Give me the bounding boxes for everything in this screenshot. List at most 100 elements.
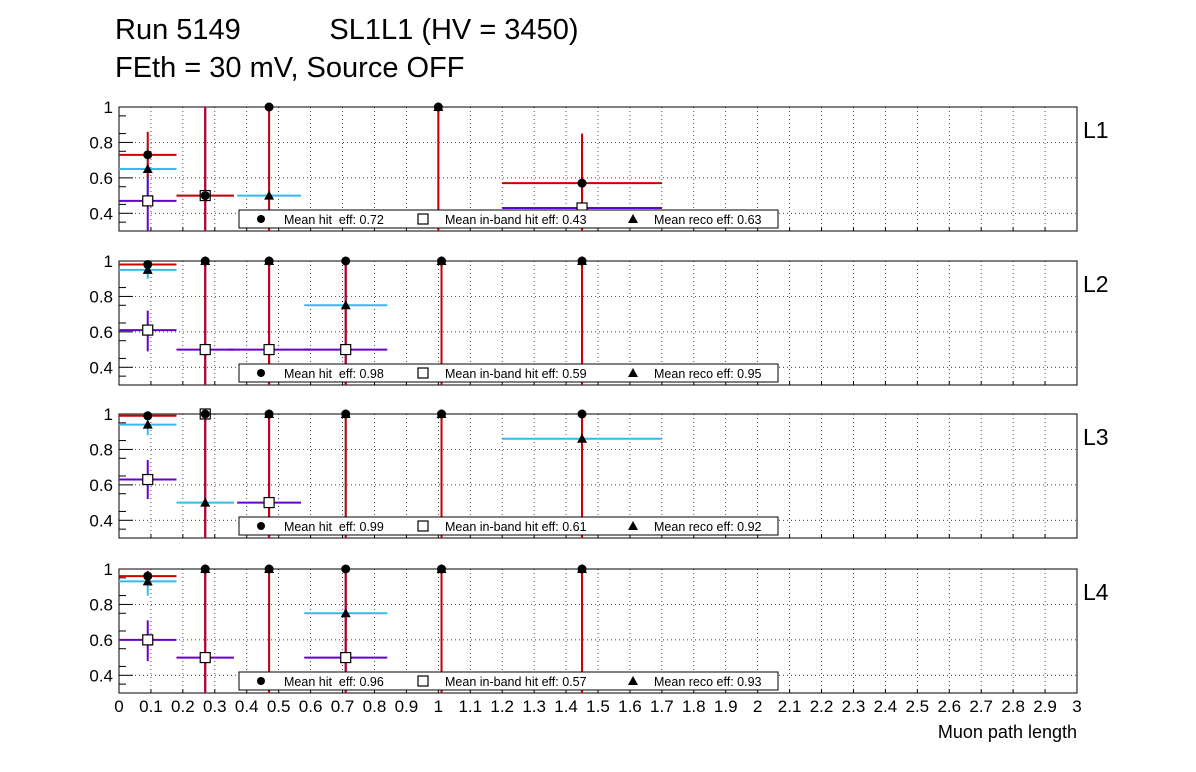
inband-eff-point — [142, 324, 154, 336]
hit-eff-point — [143, 571, 153, 581]
x-tick-label: 0.4 — [235, 697, 259, 716]
x-tick-label: 0.1 — [139, 697, 163, 716]
y-tick-label: 1 — [104, 252, 113, 271]
inband-eff-point — [340, 651, 352, 664]
legend-reco-marker — [628, 521, 638, 530]
legend-hit-label: Mean hit eff: 0.99 — [284, 520, 384, 534]
legend-inband-label: Mean in-band hit eff: 0.57 — [445, 675, 587, 689]
x-tick-label: 1 — [434, 697, 443, 716]
reco-eff-point — [340, 300, 351, 310]
x-tick-label: 0.6 — [299, 697, 323, 716]
hit-eff-point — [264, 409, 274, 419]
y-tick-label: 0.4 — [89, 358, 113, 377]
x-tick-label: 2.3 — [842, 697, 866, 716]
reco-eff-point — [340, 608, 351, 618]
y-tick-label: 0.6 — [89, 631, 113, 650]
legend-reco-marker — [628, 676, 638, 685]
panel-label: L2 — [1083, 271, 1109, 297]
hit-eff-point — [200, 564, 210, 574]
y-tick-label: 0.8 — [89, 133, 113, 152]
panel-label: L4 — [1083, 579, 1109, 605]
x-tick-label: 0.9 — [395, 697, 419, 716]
x-tick-label: 2.9 — [1033, 697, 1057, 716]
legend-hit-marker — [257, 677, 265, 685]
x-tick-label: 2.8 — [1001, 697, 1025, 716]
hit-eff-point — [264, 256, 274, 266]
hit-eff-point — [264, 102, 274, 112]
legend-inband-marker — [417, 367, 429, 379]
chart-title-run: Run 5149 SL1L1 (HV = 3450) — [115, 14, 579, 46]
inband-eff-point — [263, 496, 275, 509]
hit-eff-point — [264, 564, 274, 574]
x-tick-label: 2.2 — [810, 697, 834, 716]
legend-hit-marker — [257, 215, 265, 223]
inband-eff-point — [263, 343, 275, 356]
panel-label: L1 — [1083, 117, 1109, 143]
hit-eff-point — [143, 411, 153, 421]
hit-eff-point — [143, 150, 153, 160]
legend-inband-marker — [417, 520, 429, 532]
x-tick-label: 1.2 — [490, 697, 514, 716]
x-tick-label: 0.8 — [363, 697, 387, 716]
legend-inband-label: Mean in-band hit eff: 0.43 — [445, 213, 587, 227]
panel-l1: 0.4 0.6 0.8 1 L1 Mean hit eff: 0.72 Mean in-ba… — [89, 98, 1109, 232]
reco-eff-point — [264, 190, 275, 200]
inband-eff-point — [142, 195, 154, 207]
x-tick-label: 0.3 — [203, 697, 227, 716]
hit-eff-point — [200, 256, 210, 266]
y-tick-label: 0.6 — [89, 169, 113, 188]
x-tick-label: 2.1 — [778, 697, 802, 716]
legend-box — [238, 363, 779, 383]
inband-eff-point — [142, 634, 154, 646]
hit-eff-point — [437, 564, 447, 574]
x-axis-label: Muon path length — [938, 722, 1077, 742]
x-tick-label: 0.5 — [267, 697, 291, 716]
legend-reco-label: Mean reco eff: 0.95 — [654, 367, 762, 381]
chart-title-settings: FEth = 30 mV, Source OFF — [115, 52, 465, 84]
legend-reco-marker — [628, 214, 638, 223]
inband-eff-point — [199, 651, 211, 664]
y-tick-label: 0.8 — [89, 287, 113, 306]
y-tick-label: 0.4 — [89, 666, 113, 685]
legend-inband-label: Mean in-band hit eff: 0.59 — [445, 367, 587, 381]
y-tick-label: 0.4 — [89, 204, 113, 223]
inband-eff-point — [340, 343, 352, 356]
x-tick-label: 1.1 — [458, 697, 482, 716]
legend-box — [238, 516, 779, 536]
y-tick-label: 0.4 — [89, 511, 113, 530]
legend-inband-marker — [417, 213, 429, 225]
hit-eff-point — [577, 256, 587, 266]
x-tick-label: 1.7 — [650, 697, 674, 716]
legend-reco-label: Mean reco eff: 0.63 — [654, 213, 762, 227]
x-tick-label: 1.4 — [554, 697, 578, 716]
hit-eff-point — [437, 256, 447, 266]
inband-eff-point — [199, 343, 211, 356]
x-tick-label: 2.5 — [906, 697, 930, 716]
x-tick-label: 1.8 — [682, 697, 706, 716]
reco-eff-point — [142, 164, 153, 173]
hit-eff-point — [577, 564, 587, 574]
hit-eff-point — [433, 102, 443, 112]
x-tick-label: 0.2 — [171, 697, 195, 716]
legend-reco-marker — [628, 368, 638, 377]
y-tick-label: 0.6 — [89, 323, 113, 342]
hit-eff-point — [577, 409, 587, 419]
y-tick-label: 1 — [104, 405, 113, 424]
inband-eff-point — [142, 473, 154, 486]
x-tick-label: 1.6 — [618, 697, 642, 716]
legend-inband-marker — [417, 675, 429, 687]
hit-eff-point — [200, 409, 210, 419]
y-tick-label: 1 — [104, 98, 113, 117]
x-tick-label: 2.4 — [874, 697, 898, 716]
x-tick-label: 0.7 — [331, 697, 355, 716]
legend-hit-marker — [257, 522, 265, 530]
x-tick-label: 2.6 — [937, 697, 961, 716]
hit-eff-point — [200, 191, 210, 201]
x-tick-label: 3 — [1072, 697, 1081, 716]
legend-hit-marker — [257, 369, 265, 377]
reco-eff-point — [200, 497, 211, 507]
hit-eff-point — [143, 260, 153, 270]
y-tick-label: 0.6 — [89, 476, 113, 495]
legend-box — [238, 671, 779, 691]
